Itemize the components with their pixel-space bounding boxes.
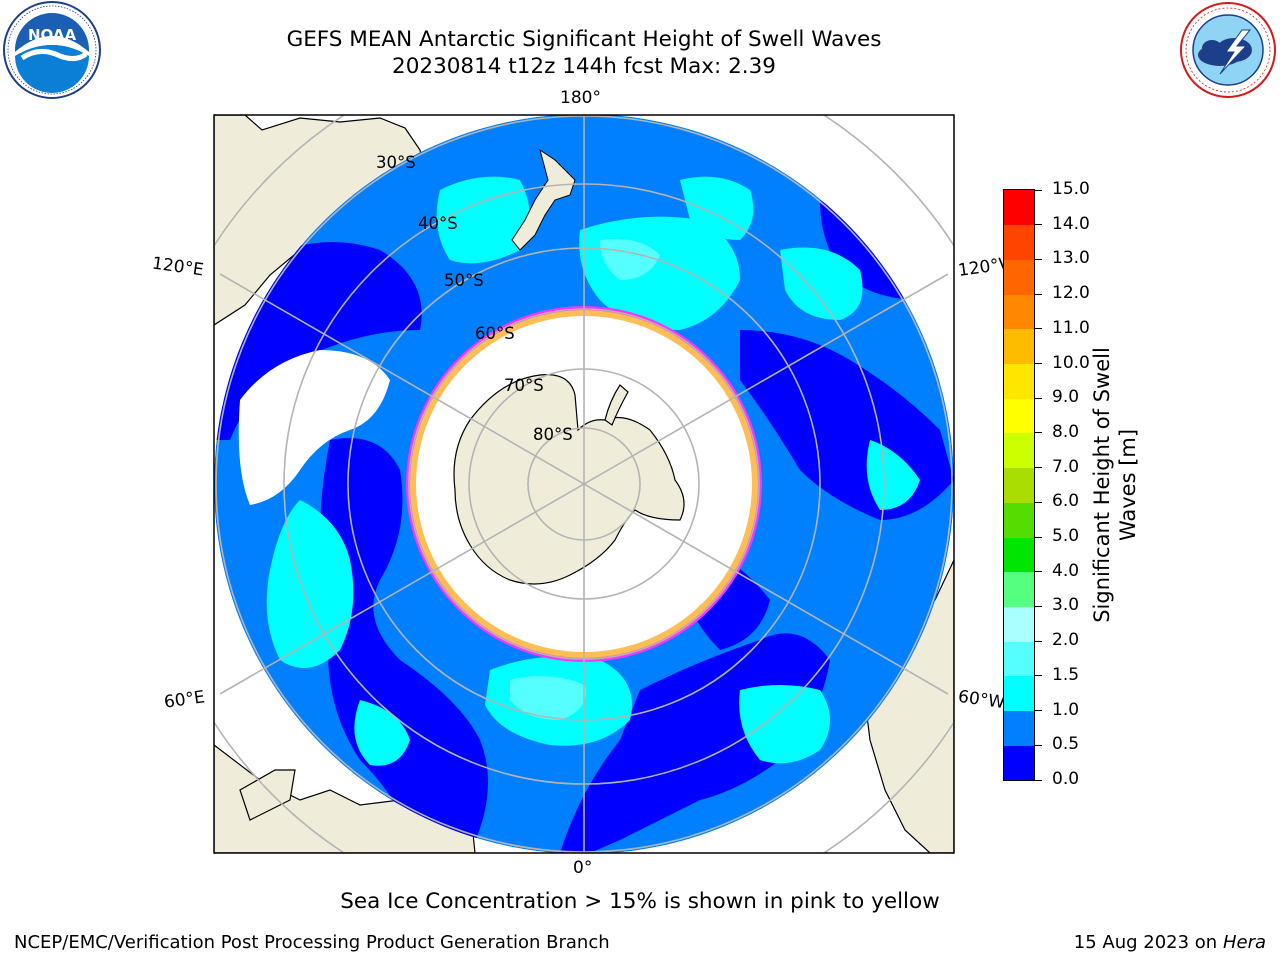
colorbar-segment	[1004, 710, 1034, 746]
colorbar-tick-mark	[1034, 675, 1042, 677]
title-line-1: GEFS MEAN Antarctic Significant Height o…	[286, 27, 882, 52]
lon-label-180: 180°	[560, 88, 601, 108]
colorbar-tick-mark	[1034, 571, 1042, 573]
colorbar-tick-label: 6.0	[1052, 491, 1080, 512]
colorbar-segment	[1004, 571, 1034, 607]
nws-logo	[1180, 2, 1276, 98]
colorbar-segment	[1004, 432, 1034, 469]
lat-label-50s: 50°S	[444, 271, 484, 290]
colorbar-segment	[1004, 363, 1034, 399]
colorbar-tick-mark	[1034, 710, 1042, 712]
colorbar-tick-label: 11.0	[1052, 317, 1090, 338]
noaa-logo-text: NOAA	[28, 26, 77, 44]
colorbar-tick-label: 0.5	[1052, 734, 1080, 755]
colorbar-tick-label: 1.0	[1052, 699, 1080, 720]
title-line-2: 20230814 t12z 144h fcst Max: 2.39	[392, 54, 776, 79]
colorbar-tick-mark	[1034, 779, 1042, 781]
chart-title: GEFS MEAN Antarctic Significant Height o…	[0, 26, 1168, 80]
colorbar	[1003, 189, 1035, 781]
noaa-logo: NOAA	[3, 1, 101, 99]
colorbar-title-line-2: Waves [m]	[1116, 428, 1140, 542]
colorbar-segment	[1004, 467, 1034, 503]
colorbar-tick-label: 5.0	[1052, 526, 1080, 547]
colorbar-tick-mark	[1034, 293, 1042, 295]
colorbar-title: Significant Height of Swell Waves [m]	[1089, 347, 1141, 623]
colorbar-segment	[1004, 328, 1034, 365]
colorbar-tick-label: 8.0	[1052, 421, 1080, 442]
colorbar-tick-label: 10.0	[1052, 352, 1090, 373]
colorbar-tick-mark	[1034, 605, 1042, 607]
colorbar-tick-mark	[1034, 467, 1042, 469]
colorbar-segment	[1004, 190, 1034, 226]
run-date-text: 15 Aug 2023 on	[1073, 932, 1218, 953]
colorbar-segment	[1004, 259, 1034, 295]
graticule	[214, 115, 954, 853]
machine-name: Hera	[1222, 932, 1266, 953]
run-date: 15 Aug 2023 on Hera	[1074, 932, 1266, 953]
colorbar-tick-mark	[1034, 501, 1042, 503]
colorbar-segment	[1004, 641, 1034, 677]
colorbar-title-line-1: Significant Height of Swell	[1090, 347, 1114, 623]
colorbar-segment	[1004, 224, 1034, 260]
colorbar-tick-mark	[1034, 328, 1042, 330]
colorbar-segment	[1004, 502, 1034, 538]
antarctica	[453, 374, 685, 585]
colorbar-segment	[1004, 294, 1034, 330]
colorbar-tick-label: 9.0	[1052, 387, 1080, 408]
colorbar-tick-label: 2.0	[1052, 630, 1080, 651]
colorbar-tick-mark	[1034, 432, 1042, 434]
lat-label-80s: 80°S	[533, 425, 573, 444]
colorbar-tick-mark	[1034, 744, 1042, 746]
colorbar-segment	[1004, 606, 1034, 642]
colorbar-tick-label: 0.0	[1052, 769, 1080, 789]
colorbar-tick-mark	[1034, 189, 1042, 191]
colorbar-tick-label: 14.0	[1052, 213, 1090, 234]
sea-ice-note: Sea Ice Concentration > 15% is shown in …	[340, 889, 940, 914]
colorbar-tick-mark	[1034, 397, 1042, 399]
colorbar-segment	[1004, 537, 1034, 573]
colorbar-tick-mark	[1034, 363, 1042, 365]
credit-text: NCEP/EMC/Verification Post Processing Pr…	[14, 932, 610, 953]
lat-label-30s: 30°S	[376, 153, 416, 172]
lon-label-0: 0°	[573, 858, 593, 878]
colorbar-segment	[1004, 675, 1034, 712]
colorbar-tick-label: 13.0	[1052, 248, 1090, 269]
colorbar-segment	[1004, 398, 1034, 434]
colorbar-tick-label: 15.0	[1052, 179, 1090, 199]
colorbar-tick-label: 1.5	[1052, 664, 1080, 685]
land-outer	[214, 115, 954, 853]
colorbar-tick-label: 12.0	[1052, 283, 1090, 304]
colorbar-tick-mark	[1034, 258, 1042, 260]
colorbar-tick-mark	[1034, 640, 1042, 642]
colorbar-segment	[1004, 745, 1034, 781]
lat-label-60s: 60°S	[475, 324, 515, 343]
colorbar-tick-label: 4.0	[1052, 560, 1080, 581]
colorbar-tick-mark	[1034, 224, 1042, 226]
lat-label-70s: 70°S	[504, 376, 544, 395]
colorbar-tick-mark	[1034, 536, 1042, 538]
lat-label-40s: 40°S	[418, 214, 458, 233]
map-frame	[213, 114, 955, 854]
colorbar-tick-label: 3.0	[1052, 595, 1080, 616]
colorbar-tick-label: 7.0	[1052, 456, 1080, 477]
